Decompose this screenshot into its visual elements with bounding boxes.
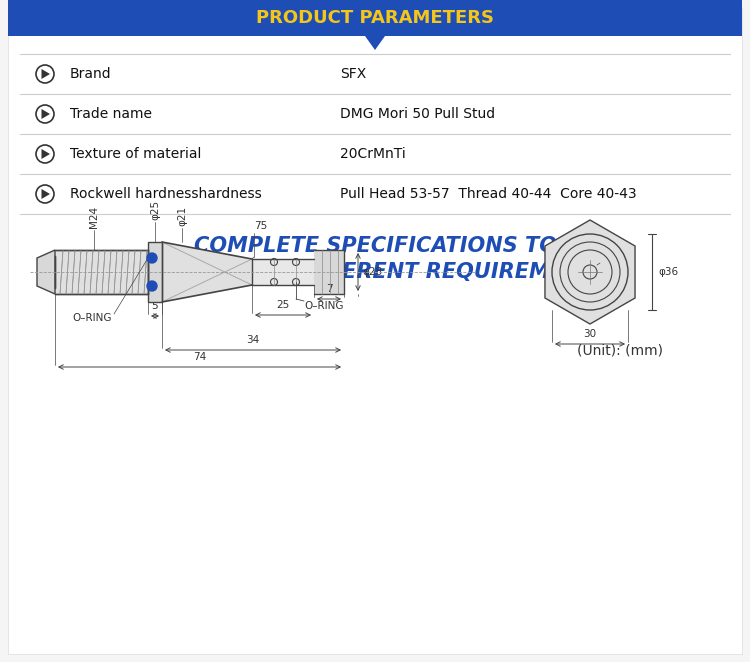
Text: φ21: φ21 bbox=[177, 206, 187, 226]
Text: Brand: Brand bbox=[70, 67, 112, 81]
Text: COMPLETE SPECIFICATIONS TO: COMPLETE SPECIFICATIONS TO bbox=[194, 236, 556, 256]
Polygon shape bbox=[545, 220, 635, 324]
Bar bbox=[252, 259, 314, 285]
Text: M24: M24 bbox=[88, 206, 98, 228]
Text: φ36: φ36 bbox=[658, 267, 678, 277]
Polygon shape bbox=[365, 36, 385, 50]
Text: 74: 74 bbox=[193, 352, 206, 362]
Bar bbox=[148, 242, 162, 302]
Text: Rockwell hardnesshardness: Rockwell hardnesshardness bbox=[70, 187, 262, 201]
Text: 34: 34 bbox=[246, 335, 259, 345]
Polygon shape bbox=[41, 109, 50, 119]
Circle shape bbox=[147, 253, 157, 263]
Text: Pull Head 53-57  Thread 40-44  Core 40-43: Pull Head 53-57 Thread 40-44 Core 40-43 bbox=[340, 187, 637, 201]
Text: PRODUCT PARAMETERS: PRODUCT PARAMETERS bbox=[256, 9, 494, 27]
Text: φ25: φ25 bbox=[150, 200, 160, 220]
Polygon shape bbox=[41, 189, 50, 199]
Text: O–RING: O–RING bbox=[304, 301, 344, 311]
Text: 25: 25 bbox=[276, 300, 290, 310]
Polygon shape bbox=[41, 149, 50, 159]
Bar bbox=[314, 250, 344, 294]
Polygon shape bbox=[41, 69, 50, 79]
Text: Trade name: Trade name bbox=[70, 107, 152, 121]
Text: O–RING: O–RING bbox=[73, 313, 112, 323]
Text: SFX: SFX bbox=[340, 67, 366, 81]
Text: 5: 5 bbox=[152, 301, 158, 311]
Text: (Unit): (mm): (Unit): (mm) bbox=[577, 343, 663, 357]
Polygon shape bbox=[162, 242, 252, 302]
Text: 20CrMnTi: 20CrMnTi bbox=[340, 147, 406, 161]
Text: φ8: φ8 bbox=[600, 253, 613, 263]
Text: 30: 30 bbox=[584, 329, 596, 339]
Bar bbox=[55, 250, 148, 294]
Text: DMG Mori 50 Pull Stud: DMG Mori 50 Pull Stud bbox=[340, 107, 495, 121]
Text: 7: 7 bbox=[326, 284, 332, 294]
Text: Texture of material: Texture of material bbox=[70, 147, 201, 161]
Circle shape bbox=[147, 281, 157, 291]
Bar bbox=[8, 0, 742, 36]
Text: φ28: φ28 bbox=[362, 267, 382, 277]
Text: 75: 75 bbox=[254, 221, 267, 231]
Text: MEEET YOUR DIFFERENT REQUIREMENTS.: MEEET YOUR DIFFERENT REQUIREMENTS. bbox=[131, 262, 619, 282]
Polygon shape bbox=[37, 250, 55, 294]
